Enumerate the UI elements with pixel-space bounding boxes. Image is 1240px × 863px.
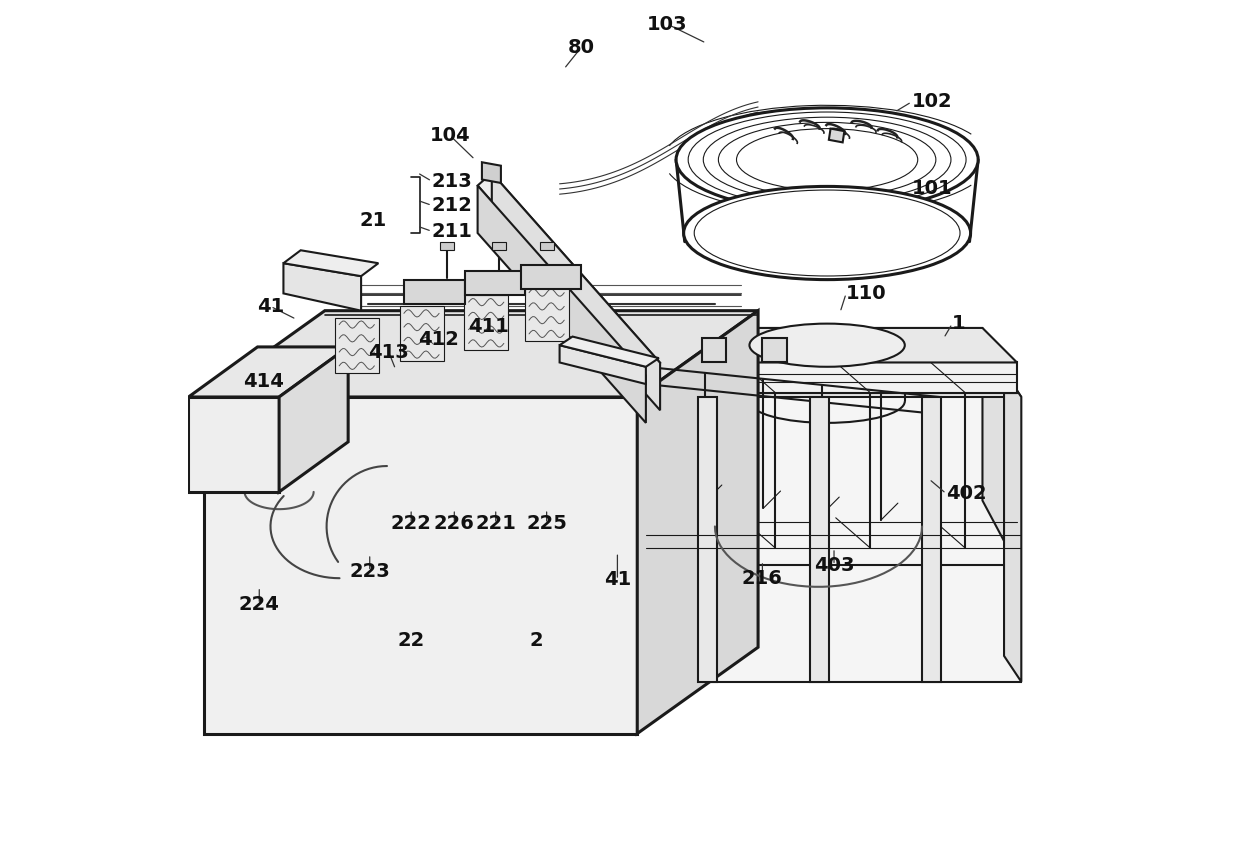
Text: 41: 41 — [604, 570, 631, 589]
Polygon shape — [335, 318, 378, 373]
Polygon shape — [646, 393, 1017, 565]
Polygon shape — [399, 306, 444, 362]
Text: 413: 413 — [368, 343, 409, 362]
Polygon shape — [482, 162, 501, 183]
Polygon shape — [629, 371, 1022, 397]
Polygon shape — [646, 397, 1022, 682]
Text: 216: 216 — [742, 569, 782, 588]
Text: 212: 212 — [432, 196, 472, 215]
Polygon shape — [698, 397, 717, 682]
Polygon shape — [810, 397, 828, 682]
Text: 101: 101 — [911, 179, 952, 198]
Text: 414: 414 — [243, 372, 284, 391]
Text: 21: 21 — [360, 211, 387, 230]
Polygon shape — [477, 173, 660, 375]
Text: 41: 41 — [257, 297, 284, 316]
Ellipse shape — [749, 324, 905, 367]
Text: 103: 103 — [647, 15, 688, 34]
Ellipse shape — [718, 123, 936, 197]
Text: 213: 213 — [432, 172, 472, 191]
Polygon shape — [923, 397, 941, 682]
Polygon shape — [702, 338, 727, 362]
Text: 411: 411 — [469, 317, 510, 336]
Polygon shape — [525, 286, 569, 341]
Polygon shape — [492, 242, 506, 250]
Ellipse shape — [737, 129, 918, 191]
Text: 1: 1 — [952, 314, 966, 333]
Polygon shape — [611, 328, 1017, 362]
Ellipse shape — [676, 108, 978, 211]
Polygon shape — [1004, 371, 1022, 682]
Text: 402: 402 — [946, 484, 987, 503]
Text: 224: 224 — [239, 595, 280, 614]
Polygon shape — [637, 311, 758, 734]
Text: 211: 211 — [432, 222, 472, 241]
Polygon shape — [188, 347, 348, 397]
Text: 226: 226 — [434, 514, 475, 533]
Ellipse shape — [694, 190, 960, 276]
Text: 225: 225 — [526, 514, 567, 533]
Text: 403: 403 — [813, 556, 854, 575]
Polygon shape — [646, 362, 1017, 393]
Polygon shape — [284, 263, 361, 311]
Polygon shape — [279, 347, 348, 492]
Text: 223: 223 — [350, 562, 391, 581]
Text: 80: 80 — [568, 38, 595, 57]
Polygon shape — [205, 397, 637, 734]
Text: 102: 102 — [911, 92, 952, 111]
Ellipse shape — [688, 112, 966, 207]
Text: 412: 412 — [418, 330, 459, 349]
Polygon shape — [477, 186, 646, 423]
Polygon shape — [188, 397, 279, 492]
Ellipse shape — [683, 186, 971, 280]
Ellipse shape — [703, 117, 951, 202]
Polygon shape — [404, 280, 465, 304]
Text: 110: 110 — [846, 284, 887, 303]
Text: 22: 22 — [398, 631, 425, 650]
Polygon shape — [465, 271, 525, 295]
Ellipse shape — [743, 125, 894, 177]
Polygon shape — [205, 311, 758, 397]
Text: 104: 104 — [430, 126, 470, 145]
Polygon shape — [284, 250, 378, 276]
Polygon shape — [559, 337, 658, 367]
Polygon shape — [982, 328, 1017, 565]
Text: 221: 221 — [475, 514, 516, 533]
Polygon shape — [763, 338, 786, 362]
Polygon shape — [492, 173, 660, 410]
Polygon shape — [440, 242, 454, 250]
Polygon shape — [521, 265, 582, 289]
Polygon shape — [828, 129, 844, 142]
Text: 2: 2 — [529, 631, 543, 650]
Polygon shape — [464, 295, 508, 350]
Polygon shape — [559, 345, 646, 384]
Text: 222: 222 — [391, 514, 432, 533]
Polygon shape — [539, 242, 553, 250]
